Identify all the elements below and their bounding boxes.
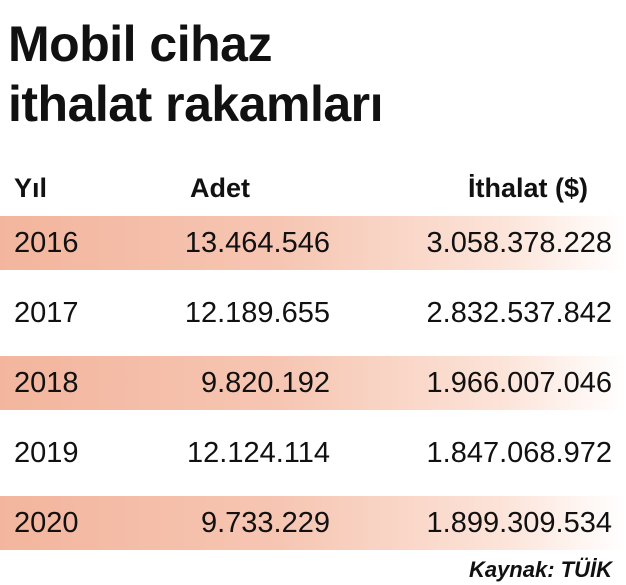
table-row: 2017 12.189.655 2.832.537.842: [0, 286, 626, 340]
cell-adet: 12.189.655: [184, 297, 330, 329]
cell-adet: 9.733.229: [200, 507, 330, 539]
title-line-2: ithalat rakamları: [8, 76, 384, 132]
column-header-adet: Adet: [190, 173, 250, 203]
column-header-ithalat: İthalat ($): [467, 173, 588, 203]
cell-adet: 9.820.192: [200, 367, 330, 399]
table-row: 2018 9.820.192 1.966.007.046: [0, 356, 626, 410]
cell-adet: 12.124.114: [187, 437, 330, 469]
cell-ithalat: 1.966.007.046: [426, 367, 612, 399]
table-row: 2016 13.464.546 3.058.378.228: [0, 216, 626, 270]
cell-ithalat: 2.832.537.842: [426, 297, 612, 329]
chart-title: Mobil cihaz ithalat rakamları: [8, 14, 384, 134]
cell-ithalat: 1.847.068.972: [426, 437, 612, 469]
cell-year: 2019: [14, 437, 79, 469]
table-body: 2016 13.464.546 3.058.378.228 2017 12.18…: [0, 216, 626, 566]
cell-adet: 13.464.546: [184, 227, 330, 259]
title-line-1: Mobil cihaz: [8, 16, 272, 72]
cell-year: 2018: [14, 367, 79, 399]
cell-year: 2017: [14, 297, 79, 329]
cell-year: 2016: [14, 227, 79, 259]
cell-year: 2020: [14, 507, 79, 539]
table-row: 2019 12.124.114 1.847.068.972: [0, 426, 626, 480]
source-note: Kaynak: TÜİK: [468, 557, 612, 582]
table-row: 2020 9.733.229 1.899.309.534: [0, 496, 626, 550]
cell-ithalat: 3.058.378.228: [426, 227, 612, 259]
cell-ithalat: 1.899.309.534: [426, 507, 612, 539]
column-header-year: Yıl: [14, 173, 48, 203]
table-header: Yıl Adet İthalat ($): [0, 170, 626, 206]
